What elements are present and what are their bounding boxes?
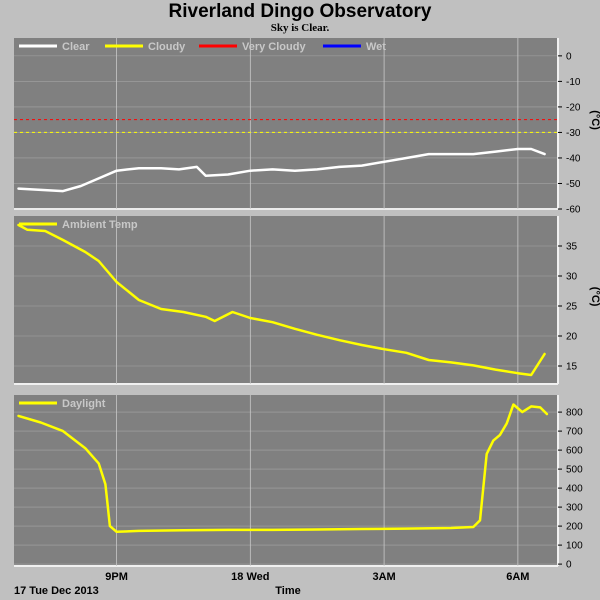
y-tick-label: -10 [566, 77, 581, 88]
legend-label-ambient-temp: Ambient Temp [62, 219, 138, 231]
y-tick-label: 700 [566, 427, 583, 438]
chart-title: Riverland Dingo Observatory [168, 1, 432, 22]
y-tick-label: -60 [566, 205, 581, 216]
y-tick-label: 0 [566, 51, 572, 62]
y-tick-label: 500 [566, 465, 583, 476]
panel-background [14, 395, 558, 566]
legend-label-clear: Clear [62, 41, 90, 53]
y-tick-label: 300 [566, 503, 583, 514]
y-tick-label: -50 [566, 179, 581, 190]
y-axis-label: (°C) [589, 287, 600, 307]
legend-label-cloudy: Cloudy [148, 41, 186, 53]
y-tick-label: 35 [566, 242, 578, 253]
y-tick-label: 15 [566, 362, 578, 373]
sky-status-subtitle: Sky is Clear. [270, 22, 330, 34]
y-tick-label: -40 [566, 153, 581, 164]
panel-background [14, 216, 558, 384]
x-axis-label: Time [275, 585, 300, 597]
series-line-ambient-temp [17, 223, 546, 377]
legend-label-wet: Wet [366, 41, 386, 53]
y-tick-label: 100 [566, 541, 583, 552]
y-tick-label: 600 [566, 446, 583, 457]
y-tick-label: 20 [566, 332, 578, 343]
y-tick-label: 200 [566, 522, 583, 533]
legend-label-very-cloudy: Very Cloudy [242, 41, 306, 53]
legend-label-daylight: Daylight [62, 398, 106, 410]
y-tick-label: -30 [566, 128, 581, 139]
y-tick-label: -20 [566, 102, 581, 113]
x-tick-label: 6AM [506, 571, 529, 583]
series-line-daylight [17, 403, 549, 534]
date-label: 17 Tue Dec 2013 [14, 585, 99, 597]
chart-panel-2: 15 20 25 30 35 (°C) Ambient Temp [14, 216, 600, 385]
panel-background [14, 38, 558, 209]
y-axis-label: (°C) [589, 110, 600, 130]
y-tick-label: 0 [566, 560, 572, 571]
series-line-clear [17, 147, 546, 193]
x-tick-label: 9PM [105, 571, 128, 583]
chart-panel-1: 0 -10 -20 -30 -40 -50 -60 (°C) Clear Cloudy Very C… [14, 38, 600, 216]
x-tick-label: 3AM [372, 571, 395, 583]
y-tick-label: 800 [566, 408, 583, 419]
chart-panel-3: 0 100 200 300 400 500 600 700 800 Daylight [14, 395, 583, 571]
y-tick-label: 400 [566, 484, 583, 495]
x-tick-label: 18 Wed [231, 571, 269, 583]
y-tick-label: 30 [566, 272, 578, 283]
y-tick-label: 25 [566, 302, 578, 313]
